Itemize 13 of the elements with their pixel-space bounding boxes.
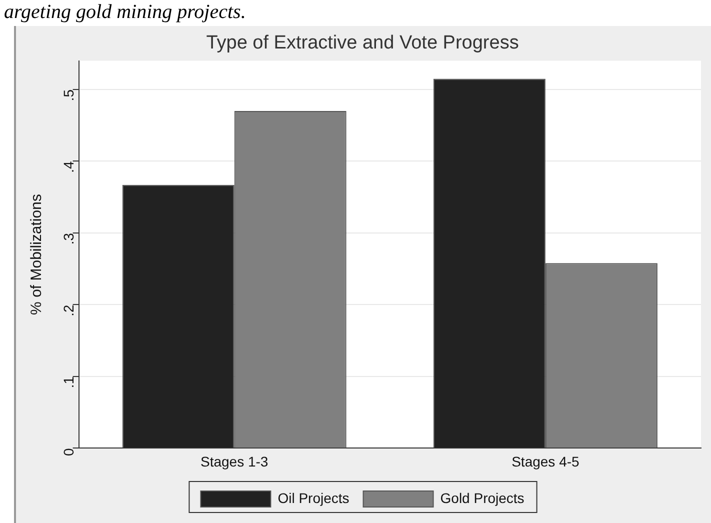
y-tick-label: .1 [60,376,77,388]
legend-label: Gold Projects [440,490,524,506]
y-axis-title: % of Mobilizations [28,194,46,315]
y-tick-label: .3 [60,232,77,245]
y-tick-label: .4 [60,161,77,173]
legend-label: Oil Projects [278,490,350,506]
x-tick-label: Stages 4-5 [512,453,580,470]
y-tick-label: .5 [60,89,77,102]
y-tick-label: 0 [60,448,77,456]
x-tick-label: Stages 1-3 [200,453,268,470]
chart-title: Type of Extractive and Vote Progress [206,32,519,54]
text: argeting gold mining projects. [3,0,246,25]
y-tick-label: .2 [60,304,77,316]
